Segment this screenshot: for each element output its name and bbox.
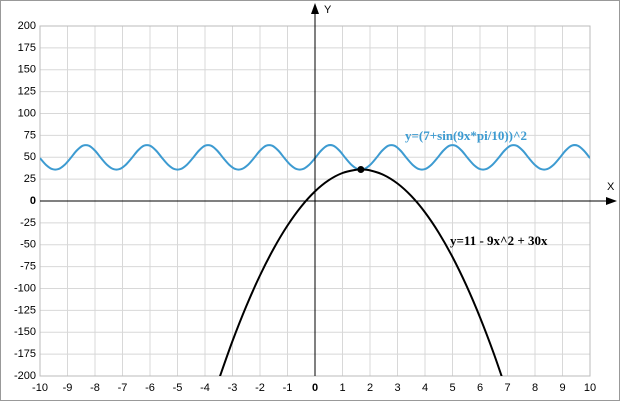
series-label: y=(7+sin(9x*pi/10))^2 [405, 128, 527, 143]
x-tick-label: 2 [367, 382, 373, 394]
y-tick-label: 50 [24, 151, 36, 163]
series-label: y=11 - 9x^2 + 30x [450, 233, 548, 248]
x-tick-label: -4 [200, 382, 210, 394]
y-axis-label: Y [324, 4, 332, 16]
x-tick-label: -1 [283, 382, 293, 394]
x-tick-label: 7 [504, 382, 510, 394]
x-tick-label: 10 [584, 382, 596, 394]
point-marker [357, 166, 365, 173]
y-tick-label: 175 [18, 42, 36, 54]
x-tick-label: 5 [449, 382, 455, 394]
y-tick-label: 75 [24, 129, 36, 141]
y-tick-label: -150 [14, 326, 36, 338]
x-tick-label: -6 [145, 382, 155, 394]
x-tick-label: 0 [312, 382, 318, 394]
y-tick-label: 200 [18, 20, 36, 32]
x-tick-label: 3 [394, 382, 400, 394]
x-tick-label: 4 [422, 382, 428, 394]
x-tick-label: 8 [532, 382, 538, 394]
y-tick-label: -175 [14, 348, 36, 360]
y-tick-label: -100 [14, 282, 36, 294]
x-tick-label: -2 [255, 382, 265, 394]
y-axis-arrow [311, 3, 319, 14]
x-tick-label: 1 [339, 382, 345, 394]
y-tick-label: 125 [18, 86, 36, 98]
y-tick-label: 25 [24, 173, 36, 185]
y-tick-label: 0 [30, 195, 36, 207]
x-tick-label: -7 [118, 382, 128, 394]
y-tick-label: -200 [14, 370, 36, 382]
x-tick-label: 6 [477, 382, 483, 394]
x-axis-label: X [607, 181, 615, 193]
x-axis-arrow [606, 197, 617, 205]
x-tick-label: -5 [173, 382, 183, 394]
axes: -10 -9 -8 -7 -6 -5 -4 -3 -2 -1 0 1 2 3 4 5 6 7 8 9 10-200-17… [14, 3, 617, 394]
x-tick-label: 9 [559, 382, 565, 394]
y-tick-label: 150 [18, 64, 36, 76]
x-tick-label: -8 [90, 382, 100, 394]
x-tick-label: -10 [32, 382, 48, 394]
x-tick-label: -3 [228, 382, 238, 394]
y-tick-label: -125 [14, 304, 36, 316]
y-tick-label: 100 [18, 107, 36, 119]
x-tick-label: -9 [63, 382, 73, 394]
y-tick-label: -50 [20, 239, 36, 251]
y-tick-label: -25 [20, 217, 36, 229]
y-tick-label: -75 [20, 261, 36, 273]
